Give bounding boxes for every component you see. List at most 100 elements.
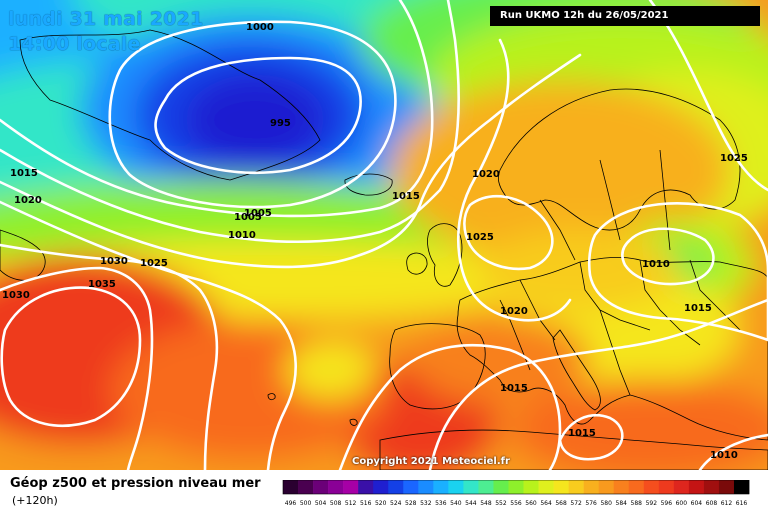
scale-tick-label: 528: [405, 500, 417, 507]
map-time-title: 14:00 locale: [8, 33, 141, 55]
scale-swatch: [673, 480, 690, 494]
scale-tick-label: 568: [555, 500, 567, 507]
isobar-label: 1010: [710, 450, 738, 461]
isobar-label: 1015: [392, 191, 420, 202]
isobar-label: 1015: [10, 168, 38, 179]
scale-swatch: [448, 480, 464, 494]
scale-swatch: [538, 480, 554, 494]
color-scale: 496 500 504 508 512 516 520 524 528 532 536 540 544 5…: [282, 480, 750, 507]
isobar-1015-south: [338, 343, 562, 470]
scale-swatch: [433, 480, 449, 494]
isobar-995: [154, 56, 362, 175]
scale-swatch: [298, 480, 314, 494]
scale-tick-label: 500: [300, 500, 312, 507]
isobar-label: 1025: [720, 153, 748, 164]
scale-tick-label: 572: [570, 500, 582, 507]
scale-swatch: [463, 480, 479, 494]
scale-swatch: [598, 480, 615, 494]
scale-swatch: [418, 480, 434, 494]
scale-tick-label: 548: [480, 500, 492, 507]
scale-swatch: [568, 480, 584, 494]
scale-tick-label: 540: [450, 500, 462, 507]
scale-tick-label: 600: [676, 500, 688, 507]
scale-swatch: [283, 480, 299, 494]
isobar-label: 1015: [684, 303, 712, 314]
scale-tick-label: 552: [495, 500, 507, 507]
isobar-1005: [0, 0, 434, 218]
legend-title: Géop z500 et pression niveau mer: [10, 476, 261, 491]
scale-tick-label: 524: [390, 500, 402, 507]
scale-swatch: [403, 480, 419, 494]
run-info-box: Run UKMO 12h du 26/05/2021: [490, 6, 760, 26]
scale-swatch: [643, 480, 660, 494]
isobar-1030: [0, 266, 154, 470]
isobar-1015-med: [558, 413, 624, 461]
scale-tick-label: 564: [540, 500, 552, 507]
isobar-labels: 1000 1005 995 1015 1020 1005 1010 1015 1…: [2, 22, 748, 461]
isobar-label: 1005: [244, 208, 272, 219]
isobar-label: 1030: [2, 290, 30, 301]
scale-swatch: [373, 480, 389, 494]
scale-swatch: [688, 480, 705, 494]
scale-tick-label: 584: [616, 500, 628, 507]
isobar-label: 1035: [88, 279, 116, 290]
scale-swatch: [703, 480, 720, 494]
isobar-label: 1015: [500, 383, 528, 394]
scale-swatch: [613, 480, 630, 494]
scale-swatch: [508, 480, 524, 494]
isobar-1010: [0, 0, 460, 244]
scale-swatch: [328, 480, 344, 494]
scale-swatch: [493, 480, 509, 494]
geopotential-field: [0, 0, 768, 470]
isobar-1035: [0, 286, 142, 427]
scale-swatch: [718, 480, 735, 494]
scale-swatch: [358, 480, 374, 494]
isobar-1015-east: [587, 202, 768, 342]
isobar-1025-europe: [463, 194, 554, 271]
scale-tick-label: 592: [646, 500, 658, 507]
isobar-label: 1025: [140, 258, 168, 269]
isobar-1025-ne: [648, 0, 768, 192]
isobar-1010-se: [698, 433, 768, 470]
weather-map: 1000 1005 995 1015 1020 1005 1010 1015 1…: [0, 0, 768, 470]
isobar-1020-south: [428, 298, 768, 470]
scale-swatch: [553, 480, 569, 494]
scale-swatch: [388, 480, 404, 494]
isobar-label: 1010: [228, 230, 256, 241]
isobar-1000: [108, 20, 397, 209]
isobar-1015-north: [0, 53, 582, 269]
scale-swatch: [658, 480, 675, 494]
isobar-label: 1025: [466, 232, 494, 243]
scale-tick-label: 588: [631, 500, 643, 507]
scale-swatch: [733, 480, 750, 494]
copyright-text: Copyright 2021 Meteociel.fr: [352, 456, 510, 467]
scale-tick-label: 516: [360, 500, 372, 507]
scale-tick-label: 580: [600, 500, 612, 507]
isobar-label: 1005: [234, 212, 262, 223]
scale-tick-label: 576: [585, 500, 597, 507]
scale-tick-label: 512: [345, 500, 357, 507]
isobar-label: 1020: [472, 169, 500, 180]
scale-tick-label: 536: [435, 500, 447, 507]
scale-tick-label: 612: [721, 500, 733, 507]
scale-tick-label: 508: [330, 500, 342, 507]
isobar-label: 1010: [642, 259, 670, 270]
map-date-title: lundi 31 mai 2021: [8, 8, 204, 30]
legend-subtitle: (+120h): [12, 494, 58, 507]
isobar-label: 1020: [500, 306, 528, 317]
scale-tick-label: 616: [736, 500, 748, 507]
isobar-label: 1020: [14, 195, 42, 206]
scale-tick-label: 532: [420, 500, 432, 507]
isobar-1025-west: [0, 243, 219, 470]
isobar-label: 1015: [568, 428, 596, 439]
scale-swatch: [343, 480, 359, 494]
scale-frame: [282, 480, 750, 495]
isobars: [0, 0, 768, 470]
scale-swatch: [628, 480, 645, 494]
scale-tick-label: 496: [285, 500, 297, 507]
isobar-label: 1030: [100, 256, 128, 267]
scale-tick-label: 608: [706, 500, 718, 507]
scale-tick-label: 520: [375, 500, 387, 507]
scale-swatch: [313, 480, 329, 494]
